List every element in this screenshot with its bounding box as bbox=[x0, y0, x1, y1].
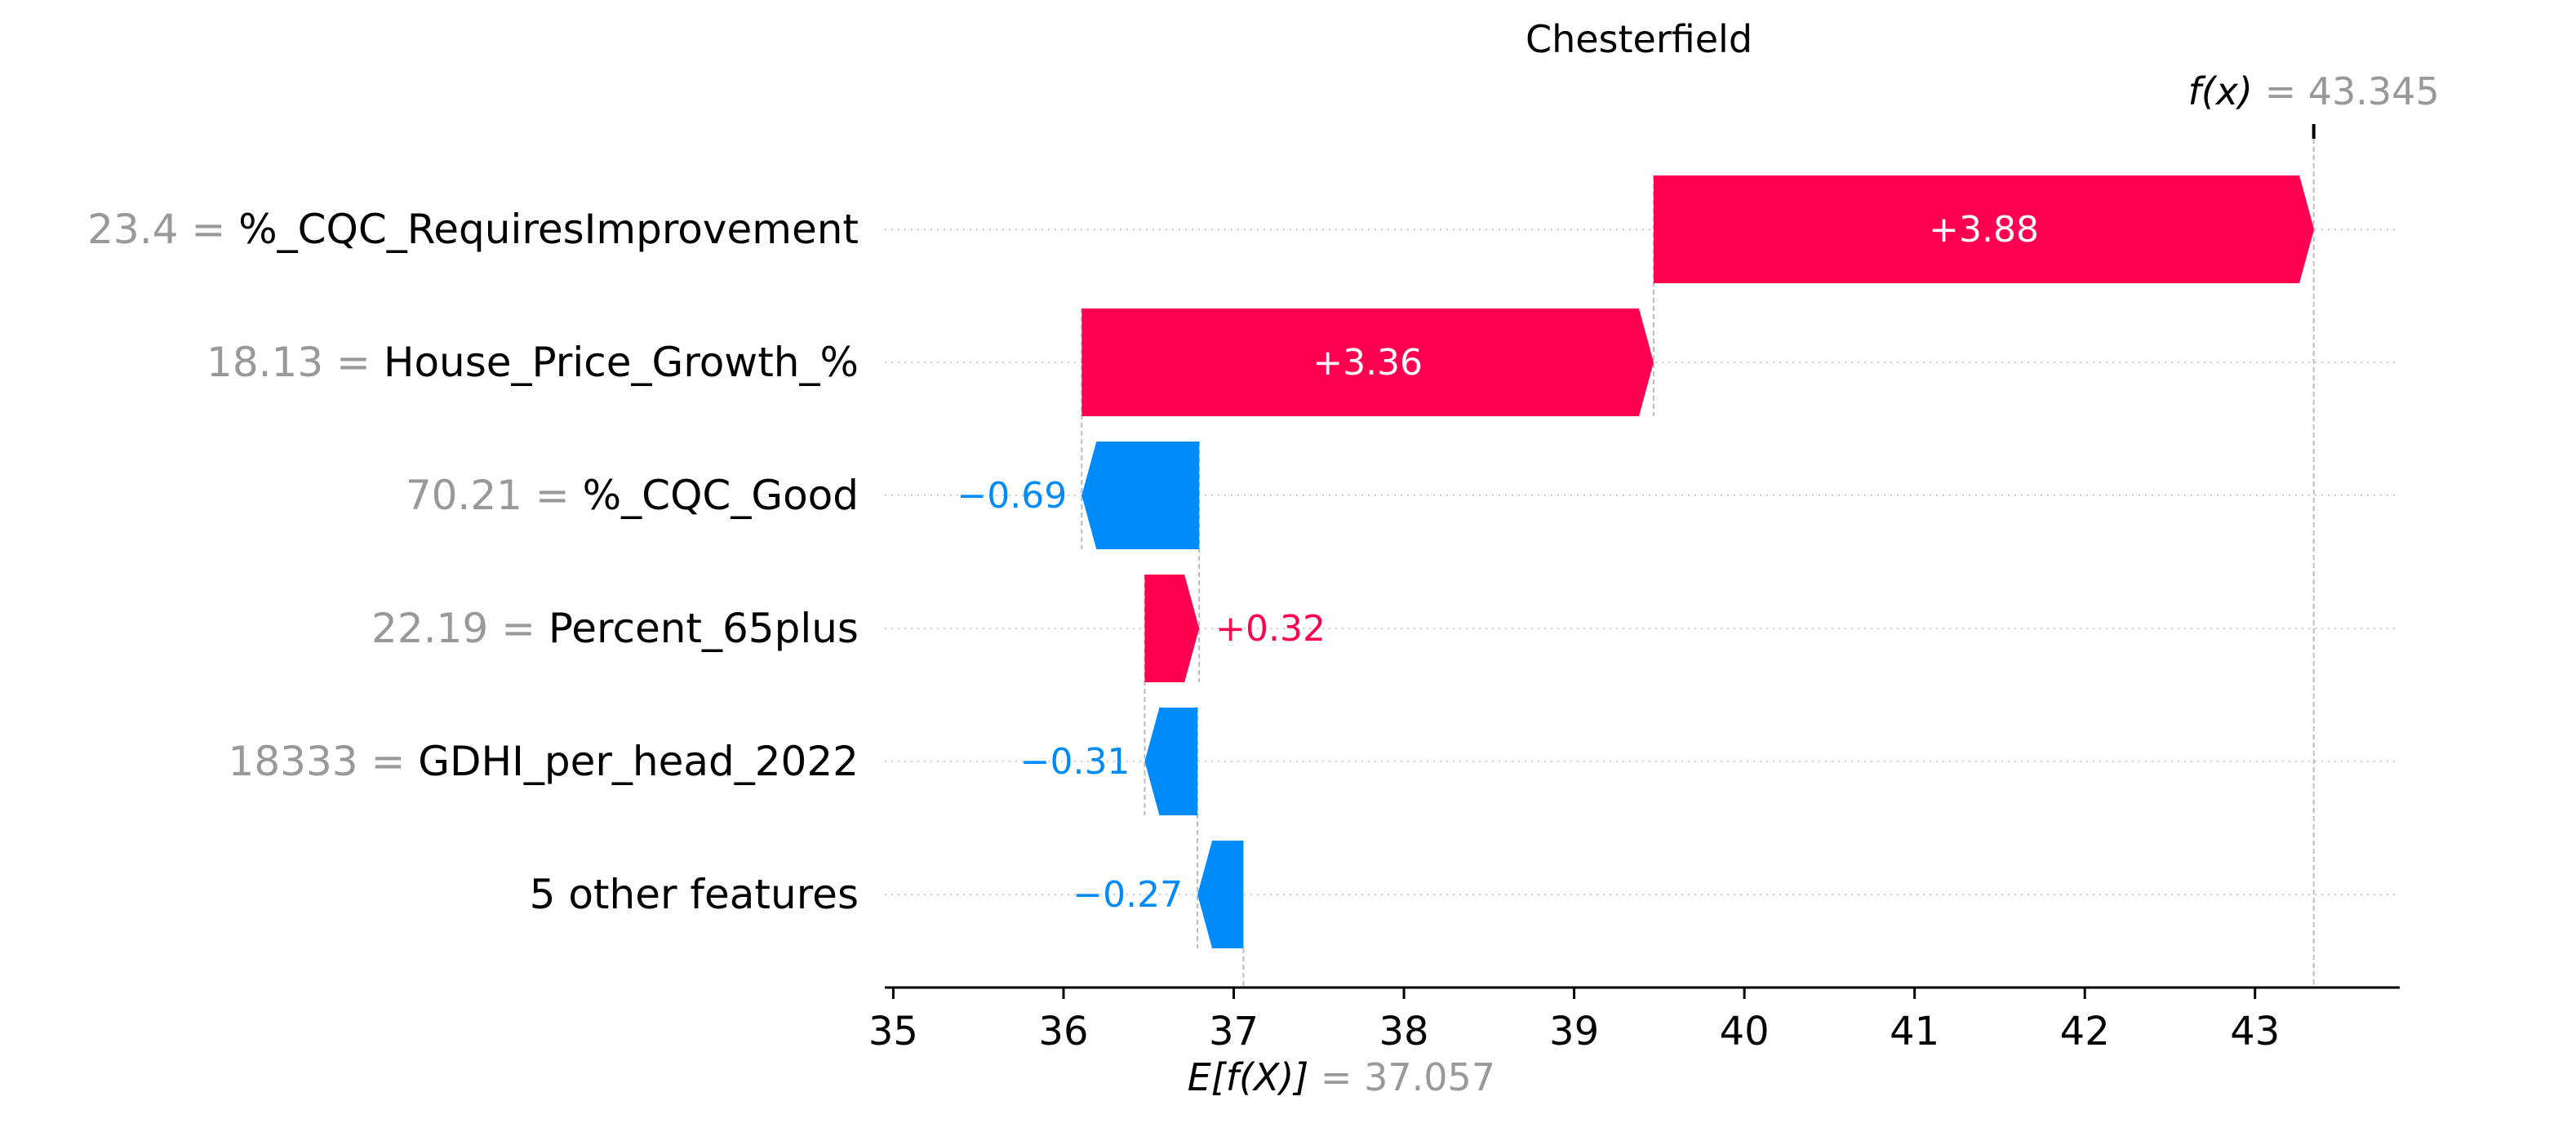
feature-name: %_CQC_RequiresImprovement bbox=[238, 206, 859, 253]
feature-label: 22.19 = Percent_65plus bbox=[371, 605, 859, 652]
feature-value: 22.19 = bbox=[371, 605, 549, 652]
bar-label: +3.88 bbox=[1929, 209, 2039, 251]
x-tick-label: 35 bbox=[868, 1009, 918, 1054]
output-value-symbol: f(x) bbox=[2188, 69, 2265, 113]
bar-label: −0.69 bbox=[957, 475, 1067, 517]
chart-title: Chesterfield bbox=[1526, 17, 1752, 61]
bar-2 bbox=[1081, 442, 1200, 549]
feature-name: Percent_65plus bbox=[549, 605, 859, 652]
feature-label: 70.21 = %_CQC_Good bbox=[406, 472, 859, 519]
base-value-number: = 37.057 bbox=[1321, 1055, 1495, 1099]
bar-label: −0.31 bbox=[1020, 741, 1130, 783]
bar-0 bbox=[1653, 175, 2315, 283]
feature-name: %_CQC_Good bbox=[583, 472, 859, 519]
bar-5 bbox=[1197, 841, 1244, 948]
feature-label: 5 other features bbox=[530, 871, 859, 918]
x-tick-label: 40 bbox=[1720, 1009, 1770, 1054]
bar-label: +3.36 bbox=[1312, 342, 1423, 384]
x-tick-label: 38 bbox=[1379, 1009, 1429, 1054]
feature-value: 23.4 = bbox=[87, 206, 238, 253]
base-value-annotation: E[f(X)] = 37.057 bbox=[1188, 1055, 1495, 1099]
bar-3 bbox=[1144, 575, 1200, 682]
connector-lines bbox=[1081, 124, 2316, 988]
output-value-text: f(x) = 43.345 bbox=[2188, 69, 2440, 113]
feature-label: 18.13 = House_Price_Growth_% bbox=[207, 339, 859, 386]
feature-labels: 23.4 = %_CQC_RequiresImprovement 18.13 = … bbox=[87, 206, 859, 918]
feature-label: 18333 = GDHI_per_head_2022 bbox=[229, 738, 859, 785]
feature-label: 23.4 = %_CQC_RequiresImprovement bbox=[87, 206, 859, 253]
feature-name: House_Price_Growth_% bbox=[384, 339, 859, 386]
x-tick-label: 41 bbox=[1890, 1009, 1939, 1054]
base-value-symbol: E[f(X)] bbox=[1188, 1055, 1321, 1099]
x-axis: 35 36 37 38 39 40 41 42 43 bbox=[868, 986, 2400, 1054]
bar-label: −0.27 bbox=[1073, 874, 1183, 916]
x-tick-label: 39 bbox=[1549, 1009, 1599, 1054]
bar-label: +0.32 bbox=[1215, 608, 1326, 650]
feature-value: 70.21 = bbox=[406, 472, 583, 519]
output-value-number: = 43.345 bbox=[2265, 69, 2440, 113]
x-tick-label: 36 bbox=[1038, 1009, 1088, 1054]
feature-name: 5 other features bbox=[530, 871, 859, 918]
feature-name: GDHI_per_head_2022 bbox=[418, 738, 859, 785]
base-value-text: E[f(X)] = 37.057 bbox=[1188, 1055, 1495, 1099]
bars: +3.88 +3.36 −0.69 +0.32 −0.31 −0.27 bbox=[957, 175, 2315, 948]
x-tick-label: 37 bbox=[1209, 1009, 1259, 1054]
feature-value: 18.13 = bbox=[207, 339, 384, 386]
x-tick-label: 43 bbox=[2230, 1009, 2280, 1054]
bar-4 bbox=[1144, 708, 1198, 815]
output-value-annotation: f(x) = 43.345 bbox=[2188, 69, 2440, 113]
feature-value: 18333 = bbox=[229, 738, 419, 785]
bar-1 bbox=[1081, 308, 1654, 416]
x-tick-label: 42 bbox=[2060, 1009, 2110, 1054]
